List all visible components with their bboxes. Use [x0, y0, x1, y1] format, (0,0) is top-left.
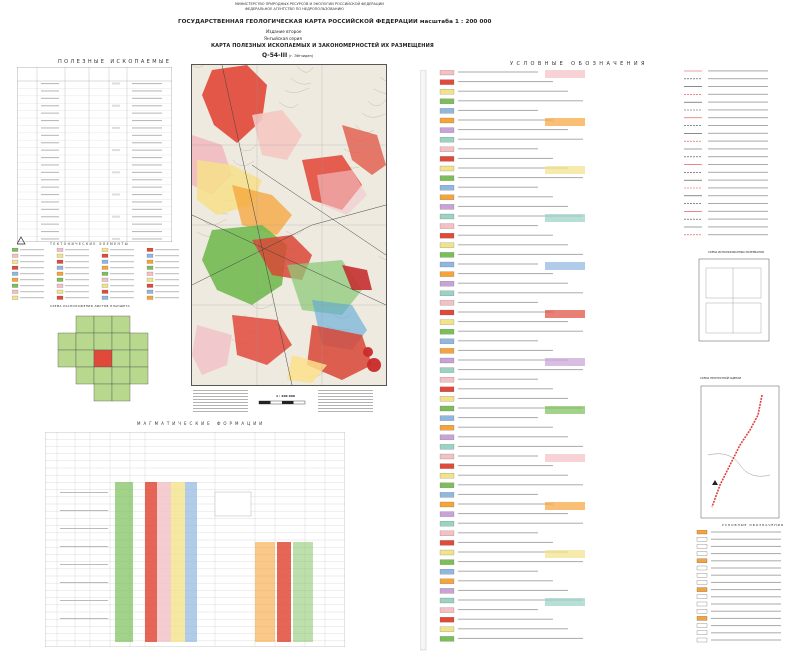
sheet-layout-scheme	[57, 315, 149, 402]
bottom-right-legend	[696, 530, 781, 643]
series-label: Янгыйская серия	[264, 36, 302, 41]
edition-label: Издание второе	[266, 29, 302, 34]
scale-label: 1 : 200 000	[276, 394, 295, 398]
mineral-map[interactable]	[191, 64, 387, 386]
forecast-scheme	[700, 385, 780, 519]
scheme-left-title: СХЕМА РАСПОЛОЖЕНИЯ ЛИСТОВ ПЛАНШЕТА	[50, 304, 130, 308]
map-imprint	[193, 390, 373, 412]
materials-scheme	[698, 258, 770, 342]
stratigraphic-column	[45, 432, 345, 647]
scheme-right-title: СХЕМА ИСПОЛЬЗОВАННЫХ МАТЕРИАЛОВ	[708, 251, 764, 254]
legend-blocks	[420, 70, 585, 651]
map-series-title: ГОСУДАРСТВЕННАЯ ГЕОЛОГИЧЕСКАЯ КАРТА РОСС…	[178, 19, 492, 25]
tectonic-legend	[12, 248, 179, 300]
minerals-title: ПОЛЕЗНЫЕ ИСКОПАЕМЫЕ	[58, 59, 172, 65]
sheet-name: (г. Эйтчиден)	[289, 54, 313, 58]
symbols-legend	[684, 70, 768, 236]
intrusion-red-north	[202, 65, 267, 143]
scheme-bottom-right-title: СХЕМА ПРОГНОЗНОЙ ОЦЕНКИ	[700, 377, 742, 380]
map-title: КАРТА ПОЛЕЗНЫХ ИСКОПАЕМЫХ И ЗАКОНОМЕРНОС…	[211, 43, 434, 49]
sheet-number: Q-54-III	[262, 52, 288, 59]
map-canvas	[192, 65, 386, 385]
ministry-line2: ФЕДЕРАЛЬНОЕ АГЕНТСТВО ПО НЕДРОПОЛЬЗОВАНИ…	[245, 7, 344, 11]
scale-bar	[258, 400, 306, 405]
ministry-line1: МИНИСТЕРСТВО ПРИРОДНЫХ РЕСУРСОВ И ЭКОЛОГ…	[235, 2, 384, 6]
triangle-icon	[17, 236, 26, 245]
legend-title: УСЛОВНЫЕ ОБОЗНАЧЕНИЯ	[510, 61, 648, 67]
tectonic-title: ТЕКТОНИЧЕСКИЕ ЭЛЕМЕНТЫ	[50, 242, 129, 246]
stratigraphy-title: МАГМАТИЧЕСКИЕ ФОРМАЦИИ	[137, 421, 266, 426]
legend-sub-title: УСЛОВНЫЕ ОБОЗНАЧЕНИЯ	[722, 523, 784, 527]
minerals-table	[17, 67, 172, 242]
